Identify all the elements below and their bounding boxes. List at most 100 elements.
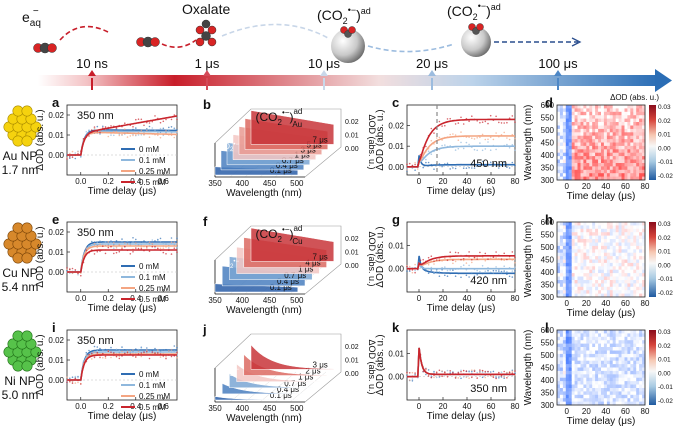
data-point [479,270,481,273]
data-point [135,356,137,358]
heatmap-cell [630,266,634,271]
heatmap-cell [636,364,640,368]
heatmap-cell [639,142,643,147]
heatmap-cell [568,149,572,154]
heatmap-cell [589,333,593,338]
heatmap-cell [559,125,564,130]
data-point [422,166,425,169]
heatmap-cell [615,370,619,375]
heatmap-cell [592,239,596,243]
heatmap-cell [601,286,605,291]
heatmap-cell [568,115,572,119]
heatmap-cell [586,293,590,298]
heatmap-cell [559,374,564,379]
heatmap-cell [595,286,599,291]
data-point [165,118,167,121]
data-point [433,260,435,263]
time-label: 0.1 μs [270,283,292,292]
x-tick-label: 350 [208,296,222,305]
heatmap-cell [577,343,581,348]
heatmap-cell [571,256,575,260]
heatmap-cell [609,132,614,137]
heatmap-cell [580,269,584,274]
data-point [462,147,465,150]
heatmap-cell [562,249,567,254]
heatmap-cell [580,222,584,226]
heatmap-cell [565,173,570,177]
heatmap-cell [612,152,616,157]
heatmap-cell [606,169,611,174]
heatmap-cell [568,293,572,298]
heatmap-cell [562,293,567,298]
data-point [503,252,506,255]
heatmap-cell [636,401,640,406]
heatmap-cell [586,364,590,368]
heatmap-cell [559,262,564,267]
heatmap-cell [621,381,625,385]
heatmap-cell [606,290,611,294]
heatmap-cell [595,259,599,264]
data-point [151,245,154,248]
heatmap-cell [612,142,616,147]
heatmap-cell [559,252,564,257]
data-point [143,134,145,136]
heatmap-cell [612,276,616,281]
heatmap-cell [577,173,581,177]
heatmap-cell [592,374,596,379]
heatmap-cell [630,374,634,379]
heatmap-cell [603,266,608,271]
heatmap-cell [636,115,640,119]
heatmap-cell [577,142,581,147]
y-axis-label: ΔOD (abs. u.) [35,109,46,170]
heatmap-cell [571,283,575,288]
heatmap-cell [618,118,622,123]
heatmap-cell [589,108,593,113]
row-1: Cu NP5.4 nm0.000.010.020.0 0.2 0.4 0.6Time … [2,212,674,319]
heatmap-cell [642,370,646,375]
heatmap-cell [615,173,619,177]
heatmap-cell [557,333,561,338]
heatmap-cell [621,333,625,338]
x-tick-label: 20 [439,402,448,411]
heatmap-cell [592,118,596,123]
heatmap-cell [606,398,611,402]
data-point [514,137,516,140]
data-point [159,237,162,240]
data-point [430,255,433,257]
heatmap-cell [627,252,631,257]
heatmap-cell [606,156,611,160]
heatmap-cell [595,222,599,226]
data-point [473,370,476,373]
heatmap-cell [636,249,640,254]
heatmap-cell [571,370,575,375]
heatmap-cell [562,156,567,160]
data-point [452,262,454,265]
heatmap-cell [633,330,637,334]
heatmap-cell [571,398,575,402]
heatmap-cell [633,149,637,154]
heatmap-cell [642,384,646,389]
heatmap-cell [627,132,631,137]
heatmap-cell [603,242,608,247]
data-point [137,348,140,351]
heatmap-cell [595,163,599,167]
data-point [104,355,107,358]
heatmap-cell [559,239,564,243]
heatmap-cell [636,360,640,365]
heatmap-cell [624,156,628,160]
y-tick-label: 550 [541,339,555,348]
heatmap-cell [565,353,570,358]
heatmap-cell [589,374,593,379]
heatmap-cell [633,293,637,298]
surface-species-label: (CO2•−)ad Au [256,107,303,129]
heatmap-cell [598,108,602,113]
heatmap-cell [589,125,593,130]
heatmap-cell [642,252,646,257]
heatmap-cell [633,173,637,177]
heatmap-cell [642,228,646,233]
heatmap-cell [583,259,587,264]
heatmap-cell [577,401,581,406]
heatmap-cell [574,360,578,365]
heatmap-cell [592,384,596,389]
heatmap-cell [627,245,631,250]
